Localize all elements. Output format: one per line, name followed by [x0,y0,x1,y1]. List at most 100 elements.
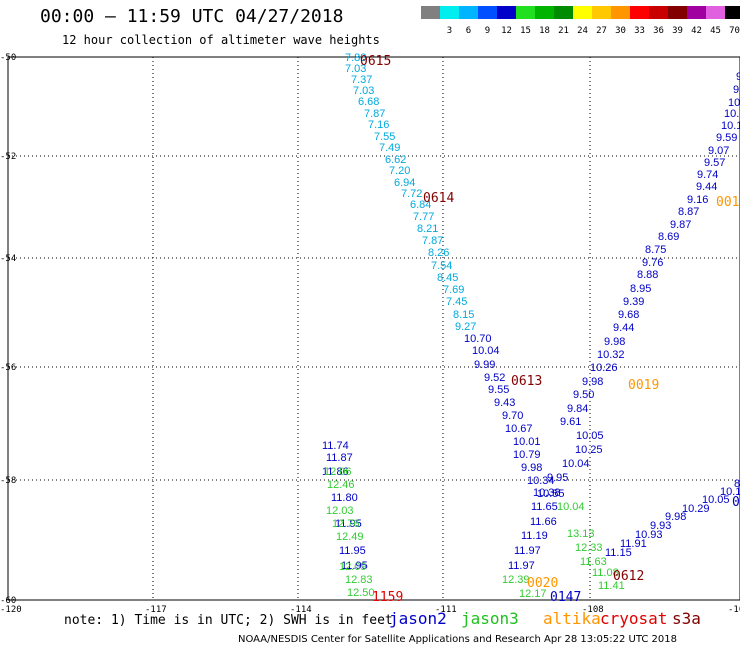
wave-height-value: 10.04 [557,501,585,513]
wave-height-value: 11.95 [335,518,362,530]
scale-label: 70 [729,26,740,36]
wave-height-value: 11.19 [521,530,548,542]
wave-height-value: 11.91 [620,538,647,550]
wave-height-value: 13.13 [567,528,595,540]
wave-height-value: 7.54 [431,260,452,272]
wave-height-value: 12.33 [575,542,603,554]
pass-time-label: 0147 [550,590,581,605]
wave-height-value: 10.32 [597,349,625,361]
legend-altika: altika [543,609,601,628]
wave-height-value: 7.03 [345,63,366,75]
scale-swatch [649,6,668,19]
wave-height-value: 9.52 [484,372,505,384]
wave-height-value: 9.44 [696,181,717,193]
legend-jason2: jason2 [389,609,447,628]
cyan-track: 7.887.037.377.036.687.877.167.557.496.62… [345,52,476,333]
y-tick-label: -56 [0,363,16,373]
scale-swatch [725,6,740,19]
scale-swatch [516,6,535,19]
wave-height-value: 9.68 [618,309,639,321]
wave-height-value: 9.98 [665,511,686,523]
wave-height-value: 9.61 [560,416,581,428]
legend-jason3: jason3 [461,609,519,628]
wave-height-value: 8.15 [453,309,474,321]
wave-height-value: 7.45 [446,296,467,308]
scale-swatch [592,6,611,19]
scale-label: 3 [446,26,453,36]
pass-time-label: 1159 [372,590,403,605]
wave-height-value: 11.41 [598,580,625,592]
wave-height-value: 7.49 [379,142,400,154]
wave-height-value: 6.62 [385,154,406,166]
wave-height-value: 7.37 [351,74,372,86]
wave-height-value: 10.67 [505,423,533,435]
scale-label: 9 [484,26,491,36]
wave-height-value: 9.74 [697,169,718,181]
scale-label: 33 [634,26,645,36]
scale-swatch [478,6,497,19]
scale-label: 6 [465,26,472,36]
scale-label: 39 [672,26,683,36]
wave-height-value: 9.99 [474,359,495,371]
x-tick-label: -10 [728,605,740,615]
wave-height-value: 8.87 [678,206,699,218]
scale-swatch [630,6,649,19]
map-title: 00:00 – 11:59 UTC 04/27/2018 [40,6,344,27]
wave-height-value: 12.03 [326,505,354,517]
wave-height-value: 11.97 [508,560,535,572]
wave-height-value: 12.76 [332,518,360,530]
wave-height-value: 10.93 [635,529,663,541]
wave-height-value: 8.95 [630,283,651,295]
wave-height-value: 10.55 [537,488,565,500]
wave-height-value: 11.97 [514,545,541,557]
scale-swatch [497,6,516,19]
wave-height-value: 9.59 [716,132,737,144]
plot-frame [7,56,740,601]
scale-label: 18 [539,26,550,36]
wave-height-value: 10.04 [562,458,590,470]
wave-height-value: 7.87 [364,108,385,120]
wave-height-value: 9.98 [582,376,603,388]
scale-label: 21 [558,26,569,36]
wave-height-value: 9.98 [604,336,625,348]
wave-height-value: 10.79 [513,449,541,461]
scale-swatch [440,6,459,19]
pass-time-label: 0020 [527,576,558,591]
pass-time-label: 0612 [613,569,644,584]
wave-height-value: 12.09 [339,561,367,573]
wave-height-value: 9.39 [623,296,644,308]
wave-height-value: 9.07 [708,145,729,157]
wave-height-value: 11.95 [339,545,366,557]
legend-s3a: s3a [672,609,701,628]
wave-height-value: 11.15 [605,547,632,559]
wave-height-value: 7.16 [368,119,389,131]
wave-height-value: 10.34 [527,475,555,487]
wave-height-value: 7.55 [374,131,395,143]
wave-height-value: 9.76 [642,257,663,269]
wave-height-value: 10.25 [575,444,603,456]
wave-height-value: 9.57 [704,157,725,169]
wave-height-value: 9.27 [455,321,476,333]
pass-time-label: 0 [732,495,740,510]
wave-height-value: 9.50 [573,389,594,401]
wave-height-value: 11.86 [322,466,349,478]
scale-swatch [554,6,573,19]
pass-time-label: 0615 [360,54,391,69]
wave-height-value: 9.98 [521,462,542,474]
wave-height-value: 8.69 [658,231,679,243]
wave-height-value: 12.06 [324,466,352,478]
x-tick-label: -117 [145,605,167,615]
wave-height-value: 12.50 [347,587,375,599]
y-tick-label: -54 [0,254,16,264]
wave-height-value: 8.45 [437,272,458,284]
pass-time-label: 0614 [423,191,454,206]
y-tick-label: -58 [0,476,16,486]
wave-height-value: 7.77 [413,211,434,223]
scale-label: 30 [615,26,626,36]
pass-time-label: 0019 [628,378,659,393]
wave-height-value: 9.43 [494,397,515,409]
scale-swatch [459,6,478,19]
wave-height-value: 10.05 [576,430,604,442]
map-subtitle: 12 hour collection of altimeter wave hei… [62,33,380,47]
